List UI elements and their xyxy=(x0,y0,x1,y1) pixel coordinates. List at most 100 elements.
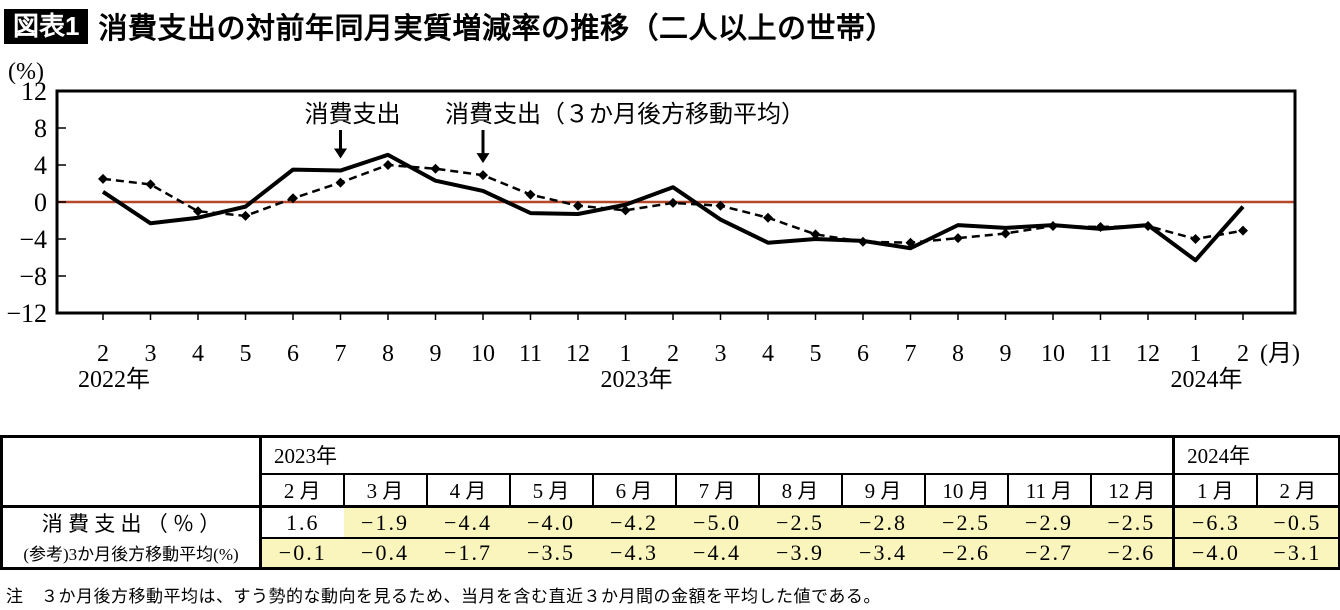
moving-average-marker xyxy=(430,163,441,174)
moving-average-marker xyxy=(1190,234,1201,244)
annotation-arrow-head xyxy=(334,148,347,159)
month-header-cell: 9 月 xyxy=(840,472,926,508)
x-axis-month-label: 9 xyxy=(430,341,442,367)
value-cell: −2.7 xyxy=(1007,537,1091,568)
x-axis-month-label: 6 xyxy=(857,341,869,367)
x-axis-month-label: 2 xyxy=(667,341,679,367)
table-row: 消 費 支 出 （ ％ ） 1.6 −1.9 −4.4 −4.0 −4.2 −5.0 −2.5… xyxy=(1,505,1340,538)
row-label-cell: 消 費 支 出 （ ％ ） xyxy=(1,505,262,538)
x-axis-month-label: 4 xyxy=(192,341,204,367)
value-cell: −4.4 xyxy=(675,537,759,568)
x-axis-month-label: 11 xyxy=(519,341,542,367)
year-header-row: 2023年 2024年 xyxy=(1,436,1340,507)
x-axis-month-label: 10 xyxy=(471,341,495,367)
moving-average-marker xyxy=(1000,228,1011,239)
month-header-cell: 11 月 xyxy=(1006,472,1092,508)
x-axis-month-label: 5 xyxy=(810,341,822,367)
moving-average-marker xyxy=(810,229,821,240)
month-header-cell: 12 月 xyxy=(1089,472,1175,508)
y-axis-unit-label: (%) xyxy=(8,59,44,85)
annotation-arrow-head xyxy=(476,153,490,164)
value-cell: −3.9 xyxy=(758,537,842,568)
x-axis-month-label: 12 xyxy=(566,341,590,367)
y-axis-tick-label: −12 xyxy=(6,299,47,328)
x-axis-month-label: 9 xyxy=(1000,341,1012,367)
x-axis-month-label: 1 xyxy=(1190,341,1202,367)
x-axis-year-label: 2023年 xyxy=(601,366,673,393)
row-label-cell: (参考)3か月後方移動平均(%) xyxy=(1,538,262,568)
y-axis-tick-label: −8 xyxy=(19,262,47,291)
moving-average-marker xyxy=(573,200,583,211)
moving-average-marker xyxy=(905,237,916,248)
y-axis-tick-label: −4 xyxy=(19,225,47,254)
moving-average-marker xyxy=(478,170,488,181)
x-axis-month-label: 1 xyxy=(620,341,632,367)
month-header-cell: 6 月 xyxy=(591,472,677,508)
value-cell: −2.5 xyxy=(1090,505,1174,538)
x-axis-year-label: 2022年 xyxy=(78,366,150,393)
series-annotation-label: 消費支出（３か月後方移動平均） xyxy=(445,101,805,128)
footnote: 注 ３か月後方移動平均は、すう勢的な動向を見るため、当月を含む直近３か月間の金額… xyxy=(6,587,881,606)
x-axis-month-label: 2 xyxy=(97,341,109,367)
month-header-cell: 1 月 xyxy=(1172,472,1258,508)
month-header-cell: 5 月 xyxy=(508,472,594,508)
value-cell: −2.8 xyxy=(841,505,925,538)
value-cell: −1.9 xyxy=(343,505,427,538)
y-axis-tick-label: 12 xyxy=(21,77,47,106)
moving-average-marker xyxy=(525,189,536,200)
x-axis-month-label: 12 xyxy=(1136,341,1160,367)
value-cell: −0.5 xyxy=(1256,505,1340,538)
moving-average-marker xyxy=(715,200,726,211)
moving-average-marker xyxy=(335,177,346,188)
moving-average-marker xyxy=(763,212,773,223)
value-cell: −3.1 xyxy=(1256,537,1340,568)
moving-average-marker xyxy=(953,233,963,244)
value-cell: −4.0 xyxy=(509,505,593,538)
month-header-cell: 10 月 xyxy=(923,472,1009,508)
x-axis-year-label: 2024年 xyxy=(1171,366,1243,393)
moving-average-marker xyxy=(145,179,156,190)
table-body: 消 費 支 出 （ ％ ） 1.6 −1.9 −4.4 −4.0 −4.2 −5.0 −2.5… xyxy=(1,505,1340,568)
series-annotation-label: 消費支出 xyxy=(305,101,401,128)
value-cell: 1.6 xyxy=(260,505,344,538)
x-axis-month-label: 10 xyxy=(1041,341,1065,367)
x-axis-month-label: 7 xyxy=(335,341,347,367)
moving-average-marker xyxy=(1095,221,1106,232)
moving-average-marker xyxy=(620,205,631,216)
y-axis-tick-label: 4 xyxy=(34,151,47,180)
moving-average-marker xyxy=(1048,221,1058,232)
x-axis-month-label: 8 xyxy=(382,341,394,367)
x-axis-month-label: 6 xyxy=(287,341,299,367)
moving-average-marker xyxy=(1238,225,1248,236)
moving-average-marker xyxy=(240,210,251,221)
y-axis-tick-label: 0 xyxy=(34,188,47,217)
page-title: 図表1 消費支出の対前年同月実質増減率の推移（二人以上の世帯） xyxy=(4,5,895,47)
value-cell: −1.7 xyxy=(426,537,510,568)
value-cell: −0.1 xyxy=(260,537,344,568)
value-cell: −3.4 xyxy=(841,537,925,568)
value-cell: −4.0 xyxy=(1172,537,1257,568)
moving-average-marker xyxy=(1143,221,1153,232)
year-header-cell: 2024年 xyxy=(1173,436,1340,475)
moving-average-marker xyxy=(193,206,203,217)
x-axis-month-label: 3 xyxy=(145,341,157,367)
value-cell: −4.2 xyxy=(592,505,676,538)
figure-badge: 図表1 xyxy=(4,8,89,44)
moving-average-marker xyxy=(288,193,298,204)
value-cell: −2.5 xyxy=(758,505,842,538)
x-axis-month-label: 4 xyxy=(762,341,774,367)
month-header-cell: 4 月 xyxy=(425,472,511,508)
x-axis-month-label: 2 xyxy=(1237,341,1249,367)
month-header-cell: 7 月 xyxy=(674,472,760,508)
x-axis-month-label: 8 xyxy=(952,341,964,367)
moving-average-marker xyxy=(98,173,108,184)
x-axis-unit-label: (月) xyxy=(1260,341,1300,367)
moving-average-marker xyxy=(383,160,393,170)
moving-average-marker xyxy=(668,197,678,208)
corner-cell xyxy=(1,436,262,507)
value-cell: −2.6 xyxy=(924,537,1008,568)
